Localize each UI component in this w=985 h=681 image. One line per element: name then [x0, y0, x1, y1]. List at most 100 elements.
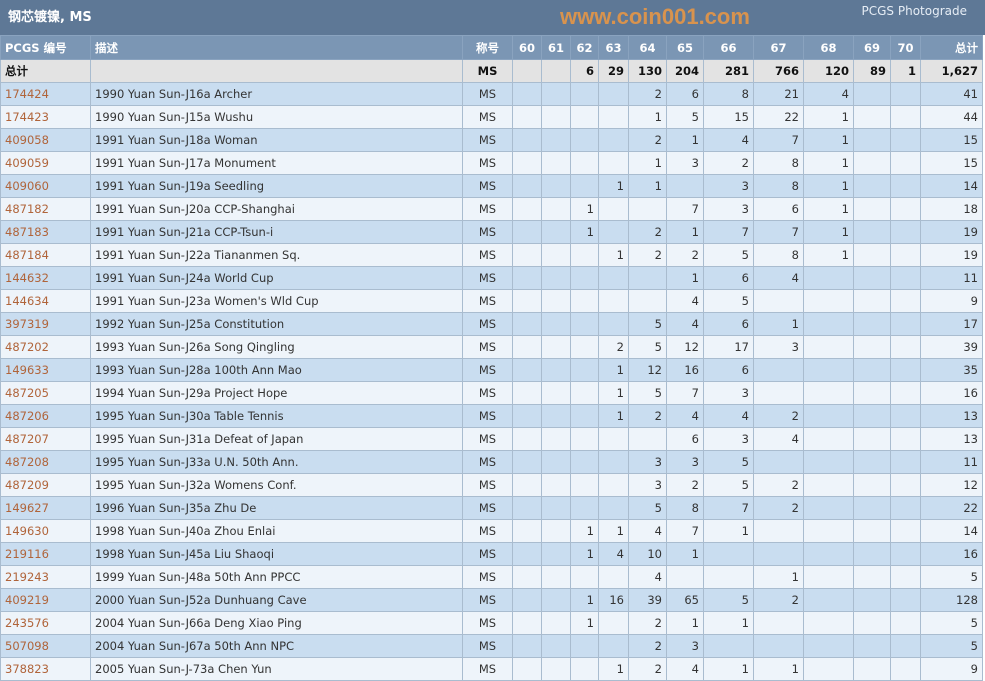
pcgs-code-link[interactable]: 149627: [0, 496, 91, 520]
grade-count: 2: [628, 82, 667, 106]
grade-count: 1: [628, 105, 667, 129]
pcgs-code-link[interactable]: 409219: [0, 588, 91, 612]
column-header[interactable]: 69: [853, 35, 891, 60]
grade-count: [512, 542, 542, 566]
pcgs-code-link[interactable]: 507098: [0, 634, 91, 658]
pcgs-code-link[interactable]: 487209: [0, 473, 91, 497]
table-row: 409219 2000 Yuan Sun-J52a Dunhuang Cave MS…: [0, 588, 983, 612]
column-header[interactable]: 66: [703, 35, 754, 60]
grade-count: [598, 565, 629, 589]
column-header[interactable]: 描述: [90, 35, 463, 60]
grade-designation: MS: [462, 473, 513, 497]
grade-count: [570, 381, 599, 405]
coin-description: 1991 Yuan Sun-J24a World Cup: [90, 266, 463, 290]
grade-count: [853, 404, 891, 428]
grade-count: 4: [803, 82, 854, 106]
grade-count: 3: [628, 473, 667, 497]
grade-count: [512, 473, 542, 497]
table-row: 487202 1993 Yuan Sun-J26a Song Qingling MS…: [0, 335, 983, 359]
grade-count: 1: [753, 312, 804, 336]
row-total: 5: [920, 634, 983, 658]
grade-count: [853, 634, 891, 658]
pcgs-code-link[interactable]: 243576: [0, 611, 91, 635]
grade-count: [598, 611, 629, 635]
column-header[interactable]: 67: [753, 35, 804, 60]
grade-count: 2: [753, 588, 804, 612]
grade-count: 5: [703, 289, 754, 313]
table-row: 507098 2004 Yuan Sun-J67a 50th Ann NPC MS 2…: [0, 634, 983, 658]
pcgs-code-link[interactable]: 487207: [0, 427, 91, 451]
grade-count: [541, 542, 571, 566]
pcgs-code-link[interactable]: 397319: [0, 312, 91, 336]
pcgs-code-link[interactable]: 487205: [0, 381, 91, 405]
row-total: 16: [920, 542, 983, 566]
pcgs-code-link[interactable]: 219116: [0, 542, 91, 566]
pcgs-code-link[interactable]: 144634: [0, 289, 91, 313]
grade-count: 1: [666, 220, 704, 244]
row-total: 15: [920, 151, 983, 175]
pcgs-code-link[interactable]: 409059: [0, 151, 91, 175]
column-header[interactable]: 68: [803, 35, 854, 60]
grade-count: [541, 220, 571, 244]
column-header[interactable]: 总计: [920, 35, 983, 60]
column-header[interactable]: 称号: [462, 35, 513, 60]
pcgs-code-link[interactable]: 149630: [0, 519, 91, 543]
row-total: 14: [920, 519, 983, 543]
total-count: [541, 59, 571, 83]
grade-count: [541, 450, 571, 474]
row-total: 9: [920, 289, 983, 313]
pcgs-code-link[interactable]: 219243: [0, 565, 91, 589]
grade-count: [853, 427, 891, 451]
grade-designation: MS: [462, 657, 513, 681]
pcgs-code-link[interactable]: 149633: [0, 358, 91, 382]
coin-description: 1995 Yuan Sun-J33a U.N. 50th Ann.: [90, 450, 463, 474]
pcgs-code-link[interactable]: 487208: [0, 450, 91, 474]
pcgs-code-link[interactable]: 487206: [0, 404, 91, 428]
pcgs-code-link[interactable]: 487183: [0, 220, 91, 244]
pcgs-code-link[interactable]: 409060: [0, 174, 91, 198]
pcgs-code-link[interactable]: 487202: [0, 335, 91, 359]
column-header[interactable]: 61: [541, 35, 571, 60]
column-header[interactable]: 63: [598, 35, 629, 60]
coin-description: 2005 Yuan Sun-J-73a Chen Yun: [90, 657, 463, 681]
pcgs-code-link[interactable]: 378823: [0, 657, 91, 681]
pcgs-code-link[interactable]: 174423: [0, 105, 91, 129]
pcgs-code-link[interactable]: 174424: [0, 82, 91, 106]
total-sum: 1,627: [920, 59, 983, 83]
grade-count: [890, 335, 921, 359]
pcgs-code-link[interactable]: 487184: [0, 243, 91, 267]
column-header[interactable]: 60: [512, 35, 542, 60]
column-header[interactable]: 62: [570, 35, 599, 60]
grade-count: [541, 496, 571, 520]
pcgs-code-link[interactable]: 409058: [0, 128, 91, 152]
grade-count: 17: [703, 335, 754, 359]
grade-count: [541, 358, 571, 382]
grade-count: [803, 266, 854, 290]
column-header[interactable]: 70: [890, 35, 921, 60]
grade-count: [541, 473, 571, 497]
grade-count: [512, 128, 542, 152]
grade-count: 3: [753, 335, 804, 359]
column-header[interactable]: 64: [628, 35, 667, 60]
pcgs-photograde-link[interactable]: PCGS Photograde: [861, 4, 967, 18]
column-header[interactable]: 65: [666, 35, 704, 60]
grade-count: [512, 496, 542, 520]
grade-count: 3: [666, 634, 704, 658]
grade-count: 6: [666, 427, 704, 451]
grade-count: [853, 542, 891, 566]
grade-count: [853, 473, 891, 497]
pcgs-code-link[interactable]: 487182: [0, 197, 91, 221]
grade-designation: MS: [462, 335, 513, 359]
grade-count: 1: [666, 542, 704, 566]
grade-count: [598, 450, 629, 474]
grade-count: [628, 427, 667, 451]
grade-count: 2: [628, 128, 667, 152]
grade-count: [541, 243, 571, 267]
pcgs-code-link[interactable]: 144632: [0, 266, 91, 290]
grade-count: [890, 588, 921, 612]
column-header[interactable]: PCGS 编号: [0, 35, 91, 60]
grade-designation: MS: [462, 128, 513, 152]
grade-count: [598, 220, 629, 244]
grade-count: [890, 197, 921, 221]
grade-count: 2: [753, 496, 804, 520]
